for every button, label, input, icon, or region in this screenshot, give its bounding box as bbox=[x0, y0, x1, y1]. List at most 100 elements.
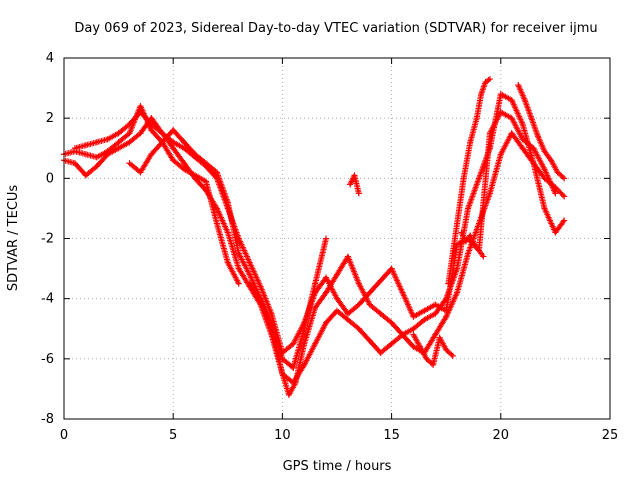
data-point bbox=[473, 115, 480, 122]
data-point bbox=[126, 160, 133, 167]
data-point bbox=[475, 247, 482, 254]
y-tick-label: -2 bbox=[41, 232, 54, 247]
data-point bbox=[126, 130, 133, 137]
data-point bbox=[480, 253, 487, 260]
data-point bbox=[519, 136, 526, 143]
data-point bbox=[323, 289, 330, 296]
data-point bbox=[430, 361, 437, 368]
data-point bbox=[159, 130, 166, 137]
data-point bbox=[554, 169, 561, 176]
data-point bbox=[467, 139, 474, 146]
data-point bbox=[530, 145, 537, 152]
data-point bbox=[213, 175, 220, 182]
series-trace-e bbox=[246, 235, 330, 371]
data-point bbox=[530, 160, 537, 167]
data-point bbox=[290, 340, 297, 347]
data-point bbox=[334, 295, 340, 302]
data-point bbox=[454, 241, 461, 248]
data-point bbox=[521, 97, 528, 104]
data-point bbox=[388, 265, 395, 272]
data-point bbox=[416, 343, 423, 350]
data-point bbox=[137, 103, 144, 110]
data-point bbox=[465, 250, 472, 257]
data-point bbox=[148, 121, 155, 128]
data-point bbox=[82, 142, 89, 149]
chart-title: Day 069 of 2023, Sidereal Day-to-day VTE… bbox=[74, 21, 597, 36]
data-point bbox=[561, 175, 568, 182]
data-point bbox=[235, 265, 242, 272]
data-point bbox=[213, 169, 220, 176]
data-point bbox=[279, 370, 286, 377]
data-point bbox=[279, 355, 286, 362]
data-point bbox=[482, 79, 489, 86]
data-point bbox=[312, 340, 319, 347]
data-point bbox=[235, 280, 242, 287]
data-point bbox=[454, 220, 461, 227]
data-points bbox=[61, 76, 568, 398]
series-trace-g bbox=[445, 76, 493, 287]
data-point bbox=[224, 259, 231, 266]
data-point bbox=[366, 337, 373, 344]
data-point bbox=[519, 121, 526, 128]
data-point bbox=[344, 310, 351, 317]
data-point bbox=[541, 166, 548, 173]
point-marks bbox=[71, 109, 559, 356]
data-point bbox=[93, 163, 100, 170]
data-point bbox=[181, 145, 188, 152]
data-point bbox=[323, 319, 330, 326]
data-point bbox=[82, 151, 89, 158]
x-tick-label: 5 bbox=[169, 428, 177, 443]
data-point bbox=[460, 175, 467, 182]
data-point bbox=[137, 109, 144, 116]
data-point bbox=[344, 316, 351, 323]
data-point bbox=[528, 115, 535, 122]
data-point bbox=[355, 301, 362, 308]
data-point bbox=[344, 253, 351, 260]
data-point bbox=[432, 331, 439, 338]
data-point bbox=[301, 340, 308, 347]
series-trace-j bbox=[458, 229, 487, 260]
data-point bbox=[246, 259, 253, 266]
series-trace-a bbox=[61, 91, 568, 398]
series-trace-c bbox=[71, 109, 559, 356]
data-point bbox=[497, 151, 504, 158]
data-point bbox=[508, 97, 515, 104]
data-point bbox=[115, 130, 122, 137]
data-point bbox=[519, 145, 526, 152]
data-point bbox=[475, 175, 482, 182]
data-point bbox=[192, 154, 199, 161]
x-tick-label: 25 bbox=[602, 428, 619, 443]
data-point bbox=[334, 307, 340, 314]
data-point bbox=[181, 166, 188, 173]
data-point bbox=[246, 271, 253, 278]
data-point bbox=[312, 304, 319, 311]
data-point bbox=[377, 310, 384, 317]
data-point bbox=[432, 301, 439, 308]
data-point bbox=[213, 220, 220, 227]
x-axis-label: GPS time / hours bbox=[283, 459, 392, 474]
data-point bbox=[115, 139, 122, 146]
data-point bbox=[561, 193, 568, 200]
series-trace-b bbox=[61, 115, 568, 386]
data-point bbox=[423, 355, 430, 362]
data-point bbox=[486, 190, 493, 197]
data-point bbox=[377, 277, 384, 284]
data-point bbox=[224, 229, 231, 236]
data-point bbox=[104, 136, 111, 143]
data-point bbox=[467, 232, 474, 239]
series-trace-d bbox=[126, 139, 242, 287]
data-point bbox=[170, 127, 177, 134]
point-marks bbox=[61, 115, 568, 386]
data-point bbox=[366, 301, 373, 308]
data-point bbox=[323, 235, 330, 242]
data-point bbox=[541, 205, 548, 212]
y-tick-label: 2 bbox=[46, 111, 54, 126]
x-tick-label: 0 bbox=[60, 428, 68, 443]
data-point bbox=[355, 190, 362, 197]
data-point bbox=[486, 76, 493, 83]
data-point bbox=[148, 115, 155, 122]
data-point bbox=[115, 145, 122, 152]
data-point bbox=[541, 148, 548, 155]
data-point bbox=[449, 352, 456, 359]
data-point bbox=[421, 316, 428, 323]
